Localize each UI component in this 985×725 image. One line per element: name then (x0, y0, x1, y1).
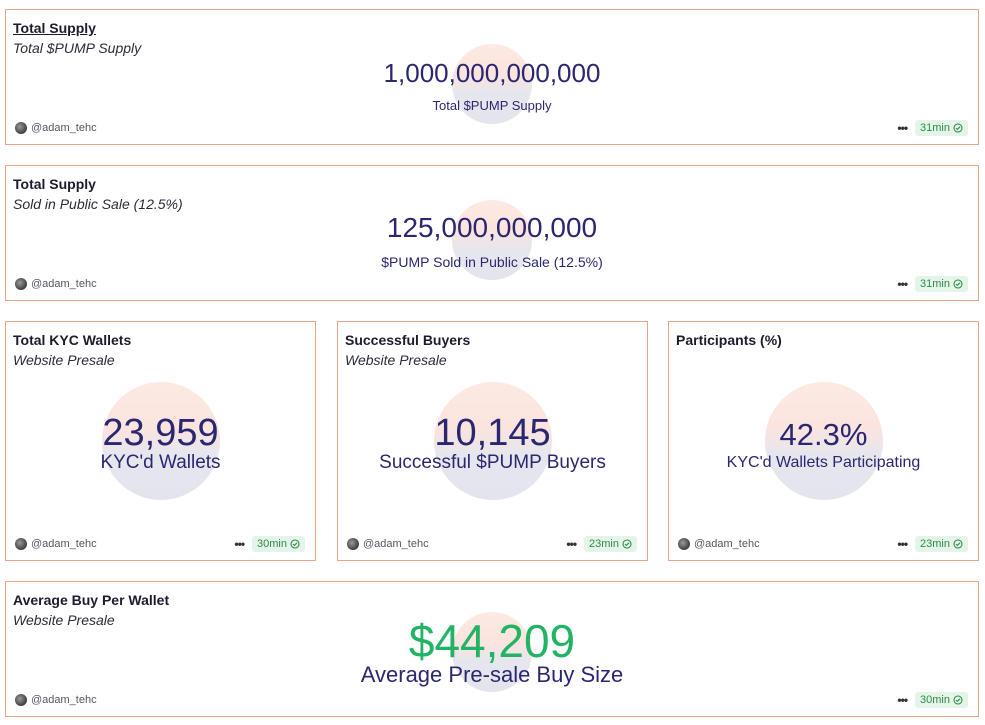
author[interactable]: @adam_tehc (15, 278, 97, 290)
more-options-icon[interactable]: ••• (897, 121, 908, 135)
author[interactable]: @adam_tehc (15, 538, 97, 550)
counter-value: 125,000,000,000 (386, 212, 598, 243)
refresh-time-badge[interactable]: 31min (915, 276, 968, 292)
card-actions: ••• 30min (897, 692, 968, 708)
card-title[interactable]: Average Buy Per Wallet (13, 592, 170, 608)
card-actions: ••• 23min (897, 536, 968, 552)
card-actions: ••• 31min (897, 276, 968, 292)
author[interactable]: @adam_tehc (15, 694, 97, 706)
check-circle-icon (953, 695, 963, 705)
avatar (678, 538, 690, 550)
card-subtitle: Total $PUMP Supply (13, 40, 142, 56)
card-subtitle: Website Presale (345, 352, 447, 368)
counter-label: KYC'd Wallets Participating (726, 454, 921, 471)
refresh-time: 31min (920, 122, 950, 134)
more-options-icon[interactable]: ••• (566, 537, 577, 551)
more-options-icon[interactable]: ••• (234, 537, 245, 551)
check-circle-icon (953, 279, 963, 289)
counter-value: 42.3% (779, 417, 868, 452)
refresh-time-badge[interactable]: 23min (915, 536, 968, 552)
counter-visualization: 10,145 Successful $PUMP Buyers (338, 322, 647, 560)
counter-visualization: 125,000,000,000 $PUMP Sold in Public Sal… (6, 166, 978, 300)
refresh-time: 23min (920, 538, 950, 550)
decorative-circle (101, 382, 220, 500)
counter-label: Average Pre-sale Buy Size (360, 662, 624, 687)
more-options-icon[interactable]: ••• (897, 693, 908, 707)
counter-visualization: $44,209 Average Pre-sale Buy Size (6, 582, 978, 716)
counter-card-participants: Participants (%) 42.3% KYC'd Wallets Par… (668, 321, 979, 561)
avatar (15, 122, 27, 134)
card-title[interactable]: Total KYC Wallets (13, 332, 132, 348)
author[interactable]: @adam_tehc (15, 122, 97, 134)
author[interactable]: @adam_tehc (347, 538, 429, 550)
author-handle: @adam_tehc (31, 122, 97, 134)
author-handle: @adam_tehc (31, 694, 97, 706)
counter-card-average-buy: Average Buy Per Wallet Website Presale $… (5, 581, 979, 717)
counter-card-kyc-wallets: Total KYC Wallets Website Presale 23,959… (5, 321, 316, 561)
counter-value: 10,145 (434, 412, 551, 454)
decorative-circle (433, 382, 552, 500)
refresh-time-badge[interactable]: 30min (252, 536, 305, 552)
card-actions: ••• 31min (897, 120, 968, 136)
refresh-time: 23min (589, 538, 619, 550)
avatar (15, 538, 27, 550)
author-handle: @adam_tehc (694, 538, 760, 550)
check-circle-icon (953, 123, 963, 133)
card-subtitle: Website Presale (13, 612, 115, 628)
card-actions: ••• 23min (566, 536, 637, 552)
card-title[interactable]: Total Supply (13, 20, 96, 36)
decorative-circle (452, 612, 532, 692)
check-circle-icon (622, 539, 632, 549)
counter-value: 1,000,000,000,000 (383, 58, 601, 88)
counter-card-total-supply: Total Supply Total $PUMP Supply 1,000,00… (5, 9, 979, 145)
card-title[interactable]: Successful Buyers (345, 332, 471, 348)
author[interactable]: @adam_tehc (678, 538, 760, 550)
counter-value: 23,959 (102, 412, 219, 454)
card-subtitle: Website Presale (13, 352, 115, 368)
avatar (15, 694, 27, 706)
refresh-time-badge[interactable]: 31min (915, 120, 968, 136)
refresh-time: 30min (920, 694, 950, 706)
counter-card-public-sale: Total Supply Sold in Public Sale (12.5%)… (5, 165, 979, 301)
avatar (15, 278, 27, 290)
counter-visualization: 1,000,000,000,000 Total $PUMP Supply (6, 10, 978, 144)
counter-label: $PUMP Sold in Public Sale (12.5%) (381, 254, 603, 270)
author-handle: @adam_tehc (31, 278, 97, 290)
card-actions: ••• 30min (234, 536, 305, 552)
counter-visualization: 42.3% KYC'd Wallets Participating (669, 322, 978, 560)
refresh-time-badge[interactable]: 23min (584, 536, 637, 552)
decorative-circle (452, 200, 532, 280)
refresh-time: 31min (920, 278, 950, 290)
counter-label: KYC'd Wallets (100, 452, 221, 473)
decorative-circle (452, 44, 532, 124)
author-handle: @adam_tehc (31, 538, 97, 550)
check-circle-icon (953, 539, 963, 549)
card-title[interactable]: Total Supply (13, 176, 96, 192)
avatar (347, 538, 359, 550)
counter-label: Successful $PUMP Buyers (379, 452, 606, 473)
more-options-icon[interactable]: ••• (897, 277, 908, 291)
refresh-time: 30min (257, 538, 287, 550)
counter-label: Total $PUMP Supply (432, 98, 552, 113)
counter-visualization: 23,959 KYC'd Wallets (6, 322, 315, 560)
counter-value: $44,209 (408, 615, 576, 667)
card-subtitle: Sold in Public Sale (12.5%) (13, 196, 183, 212)
refresh-time-badge[interactable]: 30min (915, 692, 968, 708)
counter-card-successful-buyers: Successful Buyers Website Presale 10,145… (337, 321, 648, 561)
decorative-circle (764, 382, 883, 500)
more-options-icon[interactable]: ••• (897, 537, 908, 551)
check-circle-icon (290, 539, 300, 549)
author-handle: @adam_tehc (363, 538, 429, 550)
card-title[interactable]: Participants (%) (676, 332, 782, 348)
